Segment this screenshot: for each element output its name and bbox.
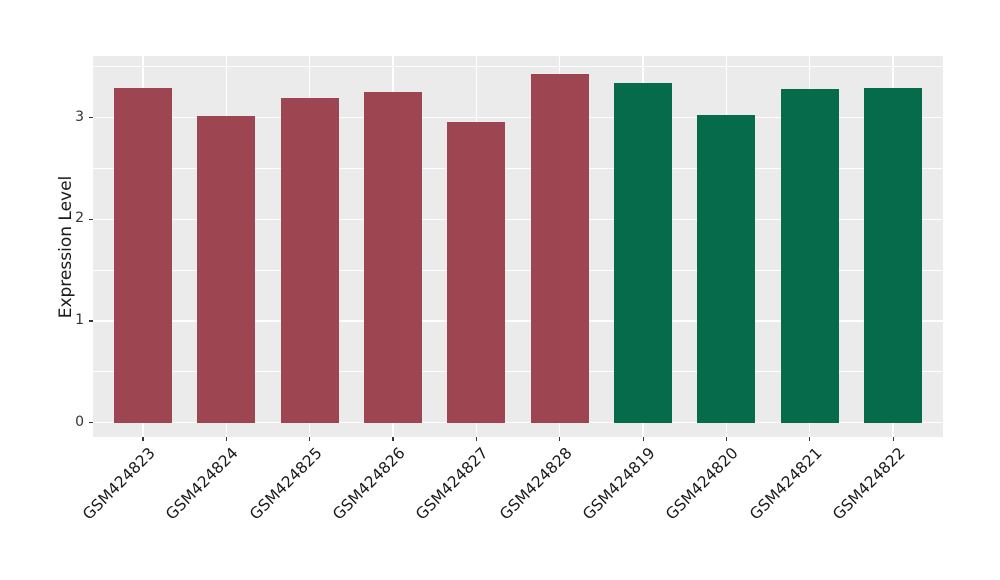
bar-GSM424826 — [364, 92, 423, 423]
x-axis-tick — [475, 437, 477, 441]
plot-panel — [93, 56, 943, 437]
bar-GSM424820 — [697, 114, 756, 423]
x-tick-label: GSM424823 — [79, 444, 159, 524]
x-tick-label: GSM424824 — [162, 444, 243, 524]
y-axis-title: Expression Level — [56, 175, 76, 319]
x-tick-label: GSM424825 — [245, 444, 326, 524]
minor-gridline — [93, 371, 943, 373]
major-gridline — [93, 116, 943, 119]
y-axis-tick — [89, 422, 93, 424]
x-axis-tick — [642, 437, 644, 441]
bar-GSM424824 — [197, 115, 256, 423]
y-tick-label: 2 — [75, 210, 84, 227]
bar-GSM424823 — [114, 88, 172, 423]
y-tick-label: 1 — [75, 312, 84, 328]
minor-gridline — [93, 269, 943, 271]
x-tick-label: GSM424822 — [829, 444, 909, 524]
x-tick-label: GSM424827 — [412, 444, 493, 524]
x-tick-label: GSM424821 — [746, 444, 826, 524]
x-tick-label: GSM424819 — [579, 444, 659, 524]
y-tick-label: 3 — [75, 108, 84, 125]
x-axis-tick — [809, 437, 811, 441]
major-gridline — [93, 421, 943, 424]
x-axis-tick — [225, 437, 227, 441]
y-axis-tick — [89, 117, 93, 119]
y-axis-tick — [89, 320, 93, 322]
y-axis-tick — [89, 218, 93, 220]
x-tick-label: GSM424828 — [495, 444, 576, 524]
x-axis-tick — [892, 437, 894, 441]
x-tick-label: GSM424826 — [329, 444, 409, 524]
minor-gridline — [93, 66, 943, 68]
major-gridline — [93, 218, 943, 221]
major-gridline — [93, 320, 943, 322]
bar-GSM424825 — [280, 98, 339, 423]
minor-gridline — [93, 168, 943, 169]
bar-GSM424827 — [447, 121, 506, 423]
x-axis-tick — [725, 437, 728, 441]
bar-GSM424819 — [614, 83, 673, 423]
x-axis-tick — [559, 437, 561, 441]
bar-GSM424828 — [530, 73, 589, 423]
bar-GSM424821 — [780, 89, 839, 423]
x-axis-tick — [392, 437, 394, 441]
y-tick-label: 0 — [75, 413, 84, 430]
x-tick-label: GSM424820 — [662, 444, 743, 524]
x-axis-tick — [309, 437, 311, 441]
bar-GSM424822 — [864, 88, 923, 423]
x-axis-tick — [142, 437, 144, 441]
